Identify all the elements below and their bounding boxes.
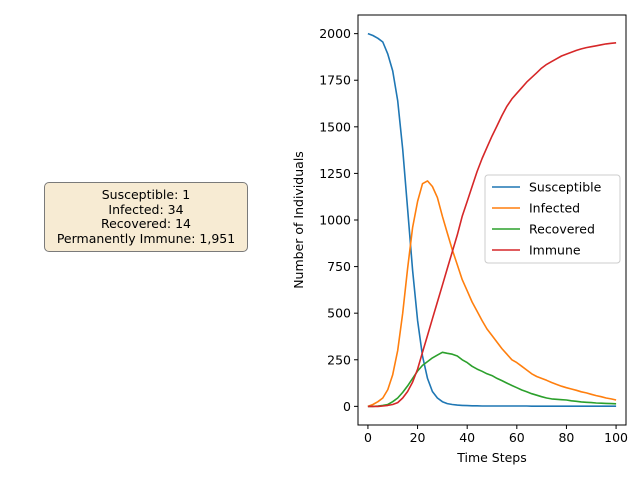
summary-infected: Infected: 34 bbox=[108, 201, 184, 217]
y-tick-label: 1000 bbox=[319, 213, 351, 228]
x-axis-label: Time Steps bbox=[456, 450, 527, 465]
summary-recovered: Recovered: 14 bbox=[100, 216, 191, 231]
y-tick-label: 1500 bbox=[319, 119, 351, 134]
legend-label-susceptible: Susceptible bbox=[529, 180, 602, 195]
y-tick-label: 750 bbox=[327, 259, 351, 274]
series-line-recovered bbox=[367, 351, 617, 408]
series-line-susceptible bbox=[367, 32, 617, 408]
legend: Susceptible Infected Recovered Immune bbox=[484, 174, 621, 264]
legend-frame bbox=[484, 174, 621, 264]
legend-label-infected: Infected bbox=[529, 201, 580, 216]
summary-box: Susceptible: 1 Infected: 34 Recovered: 1… bbox=[44, 182, 248, 252]
legend-label-recovered: Recovered bbox=[529, 222, 595, 237]
y-tick-label: 1750 bbox=[319, 73, 351, 88]
x-axis-ticks: 0 20 40 60 80 100 bbox=[364, 425, 628, 445]
legend-label-immune: Immune bbox=[529, 243, 581, 258]
y-axis-ticks: 0 250 500 750 1000 1250 1500 1750 2000 bbox=[319, 26, 358, 414]
plot-area bbox=[367, 32, 617, 408]
x-tick-label: 80 bbox=[558, 430, 574, 445]
x-tick-label: 100 bbox=[604, 430, 628, 445]
y-tick-label: 2000 bbox=[319, 26, 351, 41]
x-tick-label: 40 bbox=[459, 430, 475, 445]
series-line-infected bbox=[367, 180, 617, 408]
y-axis-label: Number of Individuals bbox=[291, 151, 306, 289]
series-line-immune bbox=[367, 42, 617, 408]
summary-susceptible: Susceptible: 1 bbox=[101, 187, 191, 202]
x-tick-label: 20 bbox=[410, 430, 426, 445]
x-tick-label: 60 bbox=[509, 430, 525, 445]
x-tick-label: 0 bbox=[364, 430, 372, 445]
y-tick-label: 250 bbox=[327, 352, 351, 367]
y-tick-label: 0 bbox=[343, 399, 351, 414]
y-tick-label: 1250 bbox=[319, 166, 351, 181]
axes-frame bbox=[357, 14, 627, 426]
summary-immune: Permanently Immune: 1,951 bbox=[56, 230, 236, 246]
y-tick-label: 500 bbox=[327, 306, 351, 321]
